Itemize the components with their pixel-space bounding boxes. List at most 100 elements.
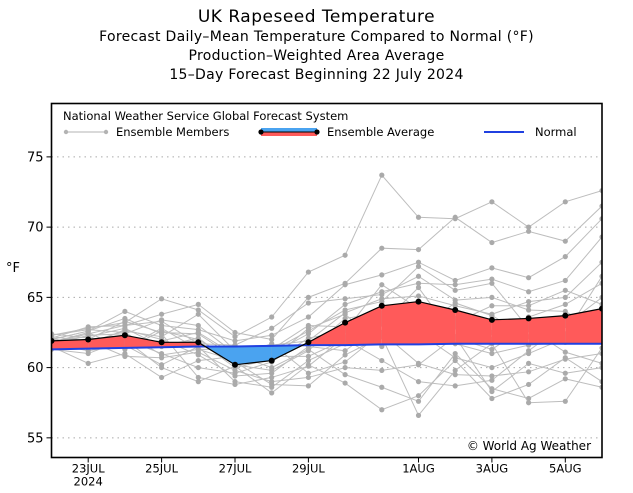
ensemble-member-point bbox=[195, 364, 201, 371]
ensemble-member-point bbox=[452, 277, 458, 284]
legend-average-blue bbox=[261, 128, 317, 132]
ensemble-member-point bbox=[452, 287, 458, 293]
x-tick-label: 5AUG bbox=[549, 462, 582, 476]
ensemble-member-point bbox=[305, 362, 311, 368]
ensemble-member-point bbox=[526, 289, 532, 295]
ensemble-member-point bbox=[195, 374, 201, 381]
ensemble-member-point bbox=[489, 386, 495, 392]
ensemble-member-point bbox=[232, 329, 238, 336]
ensemble-member-point bbox=[269, 381, 275, 388]
ensemble-average-point bbox=[525, 315, 532, 322]
ensemble-member-point bbox=[269, 390, 275, 396]
ensemble-member-point bbox=[195, 307, 201, 313]
ensemble-member-point bbox=[342, 359, 348, 365]
ensemble-member-line bbox=[51, 275, 602, 346]
ensemble-member-point bbox=[562, 294, 568, 300]
ensemble-member-point bbox=[562, 349, 568, 355]
chart-subtitle-3: 15–Day Forecast Beginning 22 July 2024 bbox=[169, 67, 464, 83]
ensemble-member-point bbox=[342, 307, 348, 313]
ensemble-member-point bbox=[195, 357, 201, 364]
y-axis-label: °F bbox=[6, 261, 20, 276]
ensemble-member-point bbox=[232, 373, 238, 379]
ensemble-member-point bbox=[195, 346, 201, 352]
chart-subtitle-2: Production–Weighted Area Average bbox=[188, 48, 445, 64]
y-tick-label: 70 bbox=[27, 221, 44, 236]
ensemble-member-point bbox=[489, 377, 495, 383]
ensemble-member-point bbox=[415, 280, 422, 286]
ensemble-member-point bbox=[379, 291, 385, 298]
ensemble-member-point bbox=[562, 287, 568, 293]
ensemble-member-point bbox=[122, 318, 128, 324]
ensemble-average-point bbox=[268, 357, 275, 364]
ensemble-member-point bbox=[342, 301, 348, 307]
ensemble-member-point bbox=[269, 325, 275, 331]
ensemble-member-point bbox=[489, 239, 495, 246]
ensemble-member-point bbox=[526, 275, 532, 281]
ensemble-average-point bbox=[232, 361, 238, 368]
ensemble-member-point bbox=[85, 332, 91, 338]
ensemble-average-line bbox=[51, 300, 602, 366]
y-tick-label: 65 bbox=[27, 291, 44, 306]
chart-subtitle-1: Forecast Daily–Mean Temperature Compared… bbox=[99, 29, 534, 45]
ensemble-member-point bbox=[159, 317, 165, 323]
below-normal-fill bbox=[235, 345, 272, 365]
x-tick-label: 1AUG bbox=[402, 462, 435, 476]
ensemble-member-point bbox=[159, 296, 165, 302]
ensemble-average-point bbox=[378, 302, 385, 309]
ensemble-member-point bbox=[489, 265, 495, 271]
legend-member-dot-left bbox=[63, 129, 69, 135]
ensemble-member-point bbox=[269, 336, 275, 343]
ensemble-member-point bbox=[562, 398, 568, 404]
ensemble-member-point bbox=[379, 245, 385, 251]
ensemble-member-point bbox=[85, 327, 91, 333]
ensemble-member-point bbox=[122, 308, 128, 315]
ensemble-member-point bbox=[379, 272, 385, 278]
normal-line bbox=[51, 342, 602, 351]
ensemble-member-point bbox=[562, 355, 568, 361]
ensemble-member-point bbox=[159, 311, 165, 317]
ensemble-member-point bbox=[159, 329, 165, 336]
above-normal-fill bbox=[381, 301, 419, 345]
ensemble-member-point bbox=[342, 296, 348, 302]
ensemble-member-point bbox=[269, 314, 275, 320]
ensemble-member-point bbox=[159, 352, 165, 358]
ensemble-member-point bbox=[195, 331, 201, 337]
ensemble-member-point bbox=[379, 384, 385, 390]
ensemble-average-point bbox=[562, 312, 569, 319]
ensemble-average-point bbox=[158, 339, 165, 346]
ensemble-member-point bbox=[452, 300, 458, 306]
ensemble-member-point bbox=[342, 315, 348, 322]
ensemble-member-point bbox=[305, 328, 311, 334]
ensemble-member-point bbox=[415, 398, 422, 404]
ensemble-member-point bbox=[562, 301, 568, 307]
ensemble-member-point bbox=[562, 254, 568, 260]
y-axis: 55 60 65 70 75 bbox=[27, 150, 52, 446]
above-normal-fill bbox=[308, 322, 346, 346]
ensemble-member-point bbox=[342, 311, 348, 317]
ensemble-member-line bbox=[51, 236, 602, 355]
ensemble-member-point bbox=[305, 269, 311, 275]
ensemble-member-point bbox=[415, 393, 422, 399]
ensemble-member-point bbox=[526, 303, 532, 309]
legend-ensemble-members: Ensemble Members bbox=[63, 125, 229, 139]
ensemble-member-point bbox=[452, 383, 458, 389]
ensemble-member-point bbox=[305, 374, 311, 381]
ensemble-member-point bbox=[452, 282, 458, 288]
ensemble-member-point bbox=[415, 284, 422, 291]
title-block: UK Rapeseed Temperature Forecast Daily–M… bbox=[0, 6, 633, 85]
ensemble-member-point bbox=[452, 357, 458, 364]
ensemble-member-point bbox=[232, 381, 238, 388]
ensemble-member-line bbox=[51, 338, 602, 411]
ensemble-member-point bbox=[526, 400, 532, 406]
y-tick-label: 60 bbox=[27, 361, 44, 376]
ensemble-member-point bbox=[562, 238, 568, 244]
above-normal-fill bbox=[345, 305, 382, 346]
ensemble-member-line bbox=[51, 335, 602, 393]
ensemble-member-point bbox=[489, 395, 495, 402]
ensemble-member-line bbox=[51, 205, 602, 343]
main-lines bbox=[51, 298, 602, 368]
ensemble-member-point bbox=[85, 350, 91, 357]
ensemble-member-line bbox=[51, 174, 602, 338]
ensemble-member-point bbox=[415, 263, 422, 270]
